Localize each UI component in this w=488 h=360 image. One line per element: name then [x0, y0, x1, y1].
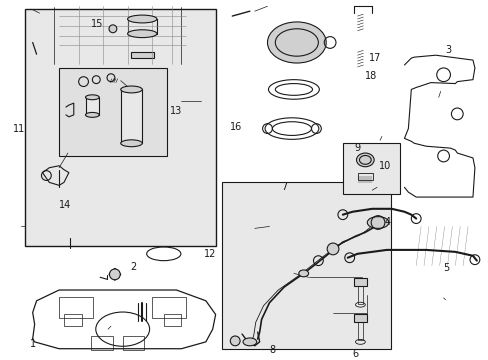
Ellipse shape: [267, 22, 325, 63]
Ellipse shape: [243, 338, 256, 346]
Bar: [85, 97, 99, 115]
Bar: [121, 89, 142, 143]
Bar: [122, 336, 144, 350]
Text: 12: 12: [203, 249, 216, 259]
Text: 3: 3: [445, 45, 451, 55]
Text: 4: 4: [384, 216, 390, 226]
Ellipse shape: [85, 95, 99, 100]
Text: 17: 17: [368, 53, 381, 63]
Text: 6: 6: [352, 348, 358, 359]
Ellipse shape: [356, 153, 373, 167]
Text: 7: 7: [281, 182, 287, 192]
Bar: [353, 278, 366, 286]
Text: 16: 16: [230, 122, 242, 132]
Bar: [353, 315, 366, 322]
Circle shape: [230, 336, 240, 346]
Ellipse shape: [127, 30, 157, 37]
Bar: [357, 172, 372, 180]
Bar: [91, 336, 113, 350]
Ellipse shape: [127, 15, 157, 23]
Bar: [163, 315, 181, 326]
Text: 14: 14: [59, 200, 71, 210]
Bar: [59, 297, 93, 318]
Text: 13: 13: [169, 106, 182, 116]
Text: 15: 15: [91, 19, 103, 29]
Bar: [64, 315, 81, 326]
Ellipse shape: [121, 86, 142, 93]
Text: 2: 2: [130, 261, 137, 271]
Bar: [152, 297, 186, 318]
Bar: [130, 52, 154, 58]
Circle shape: [326, 243, 338, 255]
Ellipse shape: [109, 25, 117, 33]
Ellipse shape: [366, 217, 388, 228]
Bar: [127, 19, 157, 34]
Text: 8: 8: [269, 345, 275, 355]
Text: 1: 1: [30, 339, 36, 349]
Ellipse shape: [109, 269, 120, 280]
Bar: [222, 183, 390, 349]
Bar: [342, 143, 399, 194]
Ellipse shape: [85, 112, 99, 117]
Bar: [59, 68, 166, 156]
Bar: [25, 9, 215, 246]
Text: 11: 11: [13, 123, 25, 134]
Text: 5: 5: [443, 262, 449, 273]
Bar: [357, 322, 363, 340]
Bar: [357, 286, 363, 304]
Ellipse shape: [121, 140, 142, 147]
Ellipse shape: [298, 270, 308, 277]
Text: 9: 9: [354, 143, 360, 153]
Text: 18: 18: [365, 71, 377, 81]
Text: 10: 10: [378, 161, 390, 171]
